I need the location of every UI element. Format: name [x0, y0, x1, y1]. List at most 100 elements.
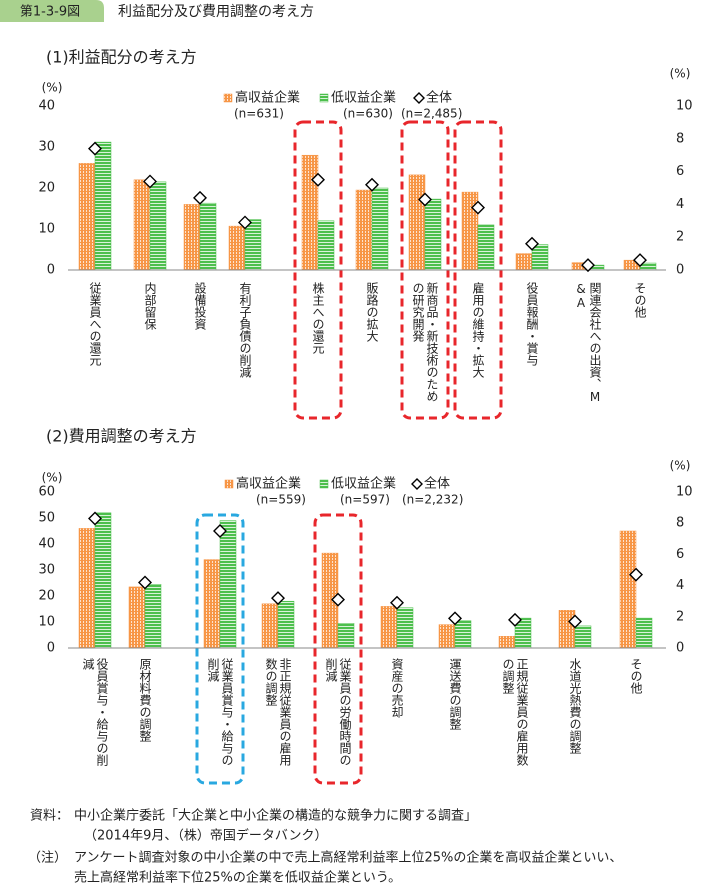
bar	[94, 141, 112, 271]
x-tick-label: 役員賞与・給与の削減	[81, 658, 109, 766]
x-tick-label: 株主への還元	[311, 282, 325, 354]
legend-label: 低収益企業	[331, 476, 396, 492]
y-tick-label: 40	[38, 537, 55, 552]
y2-tick-label: 6	[676, 547, 684, 562]
y2-tick-label: 0	[676, 263, 684, 278]
legend-n: (n=630)	[343, 107, 393, 121]
marker	[193, 190, 207, 205]
y-tick-label: 60	[38, 485, 55, 500]
legend-marker	[319, 93, 329, 103]
chart-title: (1)利益配分の考え方	[46, 48, 197, 67]
bar	[128, 586, 146, 649]
y2-unit: (%)	[670, 67, 691, 81]
y-tick-label: 30	[38, 140, 55, 155]
note-label: （注）	[28, 851, 67, 866]
bar	[261, 603, 279, 649]
bar	[477, 224, 495, 271]
source-label: 資料：	[30, 809, 69, 824]
source-text: 中小企業庁委託「大企業と中小企業の構造的な競争力に関する調査」	[74, 808, 477, 824]
legend-label: 全体	[424, 476, 450, 492]
marker	[471, 200, 485, 215]
y-tick-label: 10	[38, 222, 55, 237]
bar	[183, 204, 201, 271]
bar	[355, 189, 373, 271]
legend-marker	[319, 479, 329, 489]
x-tick-label: 従業員賞与・給与の削減	[206, 658, 234, 766]
x-tick-label: 資産の売却	[390, 658, 404, 718]
legend-label: 低収益企業	[331, 90, 396, 106]
marker	[311, 172, 325, 187]
y-tick-label: 30	[38, 563, 55, 578]
highlight-box	[195, 513, 245, 785]
legend-label: 高収益企業	[236, 476, 301, 492]
y-tick-label: 0	[47, 263, 55, 278]
bar	[78, 163, 96, 271]
y-unit: (%)	[42, 471, 63, 485]
bar	[78, 528, 96, 649]
marker	[138, 575, 152, 590]
x-tick-label: 水道光熱費の調整	[568, 658, 582, 754]
note-text: 売上高経常利益率下位25%の企業を低収益企業という。	[74, 870, 401, 886]
marker	[581, 258, 595, 273]
highlight-box	[313, 513, 363, 785]
y-tick-label: 0	[47, 641, 55, 656]
marker	[88, 511, 102, 526]
x-tick-label: 正規従業員の雇用数の調整	[501, 658, 529, 766]
y-tick-label: 50	[38, 511, 55, 526]
y2-tick-label: 10	[676, 99, 693, 114]
bar	[144, 584, 162, 649]
legend-marker	[413, 92, 425, 104]
marker	[331, 592, 345, 607]
bar	[574, 625, 592, 649]
marker	[88, 141, 102, 156]
y2-tick-label: 2	[676, 230, 684, 245]
marker	[629, 567, 643, 582]
bar	[277, 600, 295, 649]
x-tick-label: 運送費の調整	[448, 658, 462, 730]
bar	[531, 244, 549, 271]
y-tick-label: 10	[38, 615, 55, 630]
x-tick-label: 設備投資	[193, 282, 207, 330]
marker	[448, 611, 462, 626]
bar	[244, 219, 262, 271]
y2-unit: (%)	[670, 459, 691, 473]
marker	[508, 612, 522, 627]
x-tick-label: 雇用の維持・拡大	[471, 282, 485, 378]
x-tick-label: 有利子負債の削減	[238, 282, 252, 378]
marker	[143, 174, 157, 189]
bar	[396, 607, 414, 649]
note-text: アンケート調査対象の中小企業の中で売上高経常利益率上位25%の企業を高収益企業と…	[74, 850, 622, 866]
y-unit: (%)	[42, 81, 63, 95]
x-tick-label: 役員報酬・賞与	[525, 282, 539, 366]
marker	[633, 253, 647, 268]
marker	[238, 215, 252, 230]
legend-n: (n=559)	[256, 493, 306, 507]
legend-n: (n=2,232)	[402, 493, 463, 507]
legend-marker	[411, 478, 423, 490]
legend-label: 高収益企業	[235, 90, 300, 106]
source-text: （2014年9月、（株）帝国データバンク）	[84, 828, 328, 844]
y2-tick-label: 4	[676, 197, 684, 212]
x-tick-label: 販路の拡大	[365, 282, 379, 342]
bar	[228, 225, 246, 271]
x-tick-label: 内部留保	[143, 282, 157, 330]
bar	[301, 154, 319, 271]
y2-tick-label: 2	[676, 609, 684, 624]
bar	[219, 520, 237, 649]
bar	[498, 636, 516, 649]
bar	[515, 253, 533, 271]
legend-marker	[223, 93, 233, 103]
bar	[94, 512, 112, 649]
bar	[424, 198, 442, 271]
x-tick-label: 非正規従業員の雇用数の調整	[264, 658, 292, 766]
y-tick-label: 40	[38, 99, 55, 114]
marker	[365, 177, 379, 192]
figure-title: 利益配分及び費用調整の考え方	[118, 4, 314, 20]
bar	[408, 174, 426, 271]
marker	[213, 524, 227, 538]
marker	[390, 595, 404, 610]
legend-n: (n=597)	[340, 493, 390, 507]
chart-title: (2)費用調整の考え方	[46, 427, 197, 446]
